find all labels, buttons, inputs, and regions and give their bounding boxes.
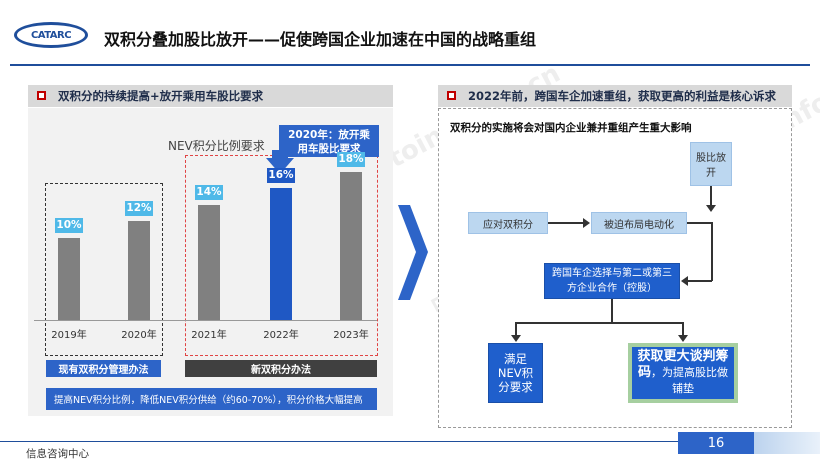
- left-panel-heading: 双积分的持续提高+放开乘用车股比要求: [28, 85, 393, 107]
- chart-title: NEV积分比例要求: [168, 139, 265, 153]
- bar-2020年: [128, 221, 150, 320]
- bar-2021年: [198, 204, 220, 320]
- node-gain: 获取更大谈判筹码，为提高股比做铺垫: [628, 343, 738, 403]
- tag-new-text: 新双积分办法: [251, 365, 311, 376]
- connector: [611, 299, 613, 323]
- value-label: 14%: [195, 184, 223, 200]
- x-tick-label: 2019年: [51, 330, 87, 341]
- old-policy-frame: [45, 183, 163, 356]
- tag-old-policy: 现有双积分管理办法: [46, 360, 161, 377]
- arrow-down-icon: [706, 205, 716, 212]
- x-tick-label: 2021年: [191, 330, 227, 341]
- square-bullet-icon: [37, 91, 46, 100]
- square-bullet-icon: [447, 91, 456, 100]
- node-forced-text: 被迫布局电动化: [604, 219, 674, 231]
- bar-2023年: [340, 171, 362, 320]
- tag-new-policy: 新双积分办法: [185, 360, 377, 377]
- footer-rule: [0, 441, 820, 442]
- connector: [711, 222, 713, 281]
- left-footer-note-text: 提高NEV积分比例，降低NEV积分供给（约60-70%），积分价格大幅提高: [54, 395, 363, 406]
- value-label: 18%: [337, 151, 365, 167]
- node-gain-big-text: 获取更大谈判筹码: [637, 349, 729, 380]
- node-equity: 股比放开: [690, 142, 732, 186]
- connector: [515, 322, 683, 324]
- bar-2019年: [58, 237, 80, 320]
- right-heading-text: 2022年前，跨国车企加速重组，获取更高的利益是核心诉求: [468, 89, 777, 103]
- catarc-logo: CATARC: [14, 22, 88, 48]
- node-choice: 跨国车企选择与第二或第三方企业合作（控股）: [544, 263, 680, 299]
- chevron-right-icon: [398, 205, 428, 300]
- value-label: 16%: [267, 168, 295, 183]
- node-choice-text: 跨国车企选择与第二或第三方企业合作（控股）: [552, 268, 672, 294]
- bar-2022年: [270, 188, 292, 320]
- page-number: 16: [678, 432, 754, 454]
- node-respond-text: 应对双积分: [483, 219, 533, 231]
- arrow-down-icon: [511, 335, 521, 342]
- left-footer-note: 提高NEV积分比例，降低NEV积分供给（约60-70%），积分价格大幅提高: [46, 388, 377, 410]
- connector: [687, 222, 713, 224]
- arrow-down-icon: [678, 335, 688, 342]
- callout-arrow-icon: [266, 150, 294, 174]
- slide-title: 双积分叠加股比放开——促使跨国企业加速在中国的战略重组: [104, 30, 537, 49]
- value-label: 10%: [55, 217, 83, 233]
- left-heading-text: 双积分的持续提高+放开乘用车股比要求: [58, 89, 264, 103]
- connector: [548, 222, 584, 224]
- connector: [688, 280, 712, 282]
- arrow-right-icon: [583, 218, 590, 228]
- x-tick-label: 2020年: [121, 330, 157, 341]
- tag-old-text: 现有双积分管理办法: [58, 365, 149, 376]
- node-equity-text: 股比放开: [696, 153, 726, 179]
- node-forced: 被迫布局电动化: [591, 212, 687, 234]
- x-tick-label: 2022年: [263, 330, 299, 341]
- node-meet-text: 满足NEV积分要求: [497, 352, 534, 394]
- footer-label: 信息咨询中心: [26, 448, 89, 460]
- right-subtitle: 双积分的实施将会对国内企业兼并重组产生重大影响: [450, 122, 692, 134]
- value-label: 12%: [125, 201, 153, 216]
- connector: [515, 322, 517, 336]
- right-panel-heading: 2022年前，跨国车企加速重组，获取更高的利益是核心诉求: [438, 85, 792, 107]
- x-axis-line: [34, 320, 377, 321]
- connector: [710, 186, 712, 208]
- arrow-left-icon: [681, 276, 688, 286]
- x-tick-label: 2023年: [333, 330, 369, 341]
- node-gain-small-text: ，为提高股比做铺垫: [651, 366, 728, 395]
- header-rule: [10, 64, 810, 66]
- node-respond: 应对双积分: [468, 212, 548, 234]
- page-number-decoration: [754, 432, 820, 454]
- connector: [682, 322, 684, 336]
- node-meet: 满足NEV积分要求: [488, 343, 543, 403]
